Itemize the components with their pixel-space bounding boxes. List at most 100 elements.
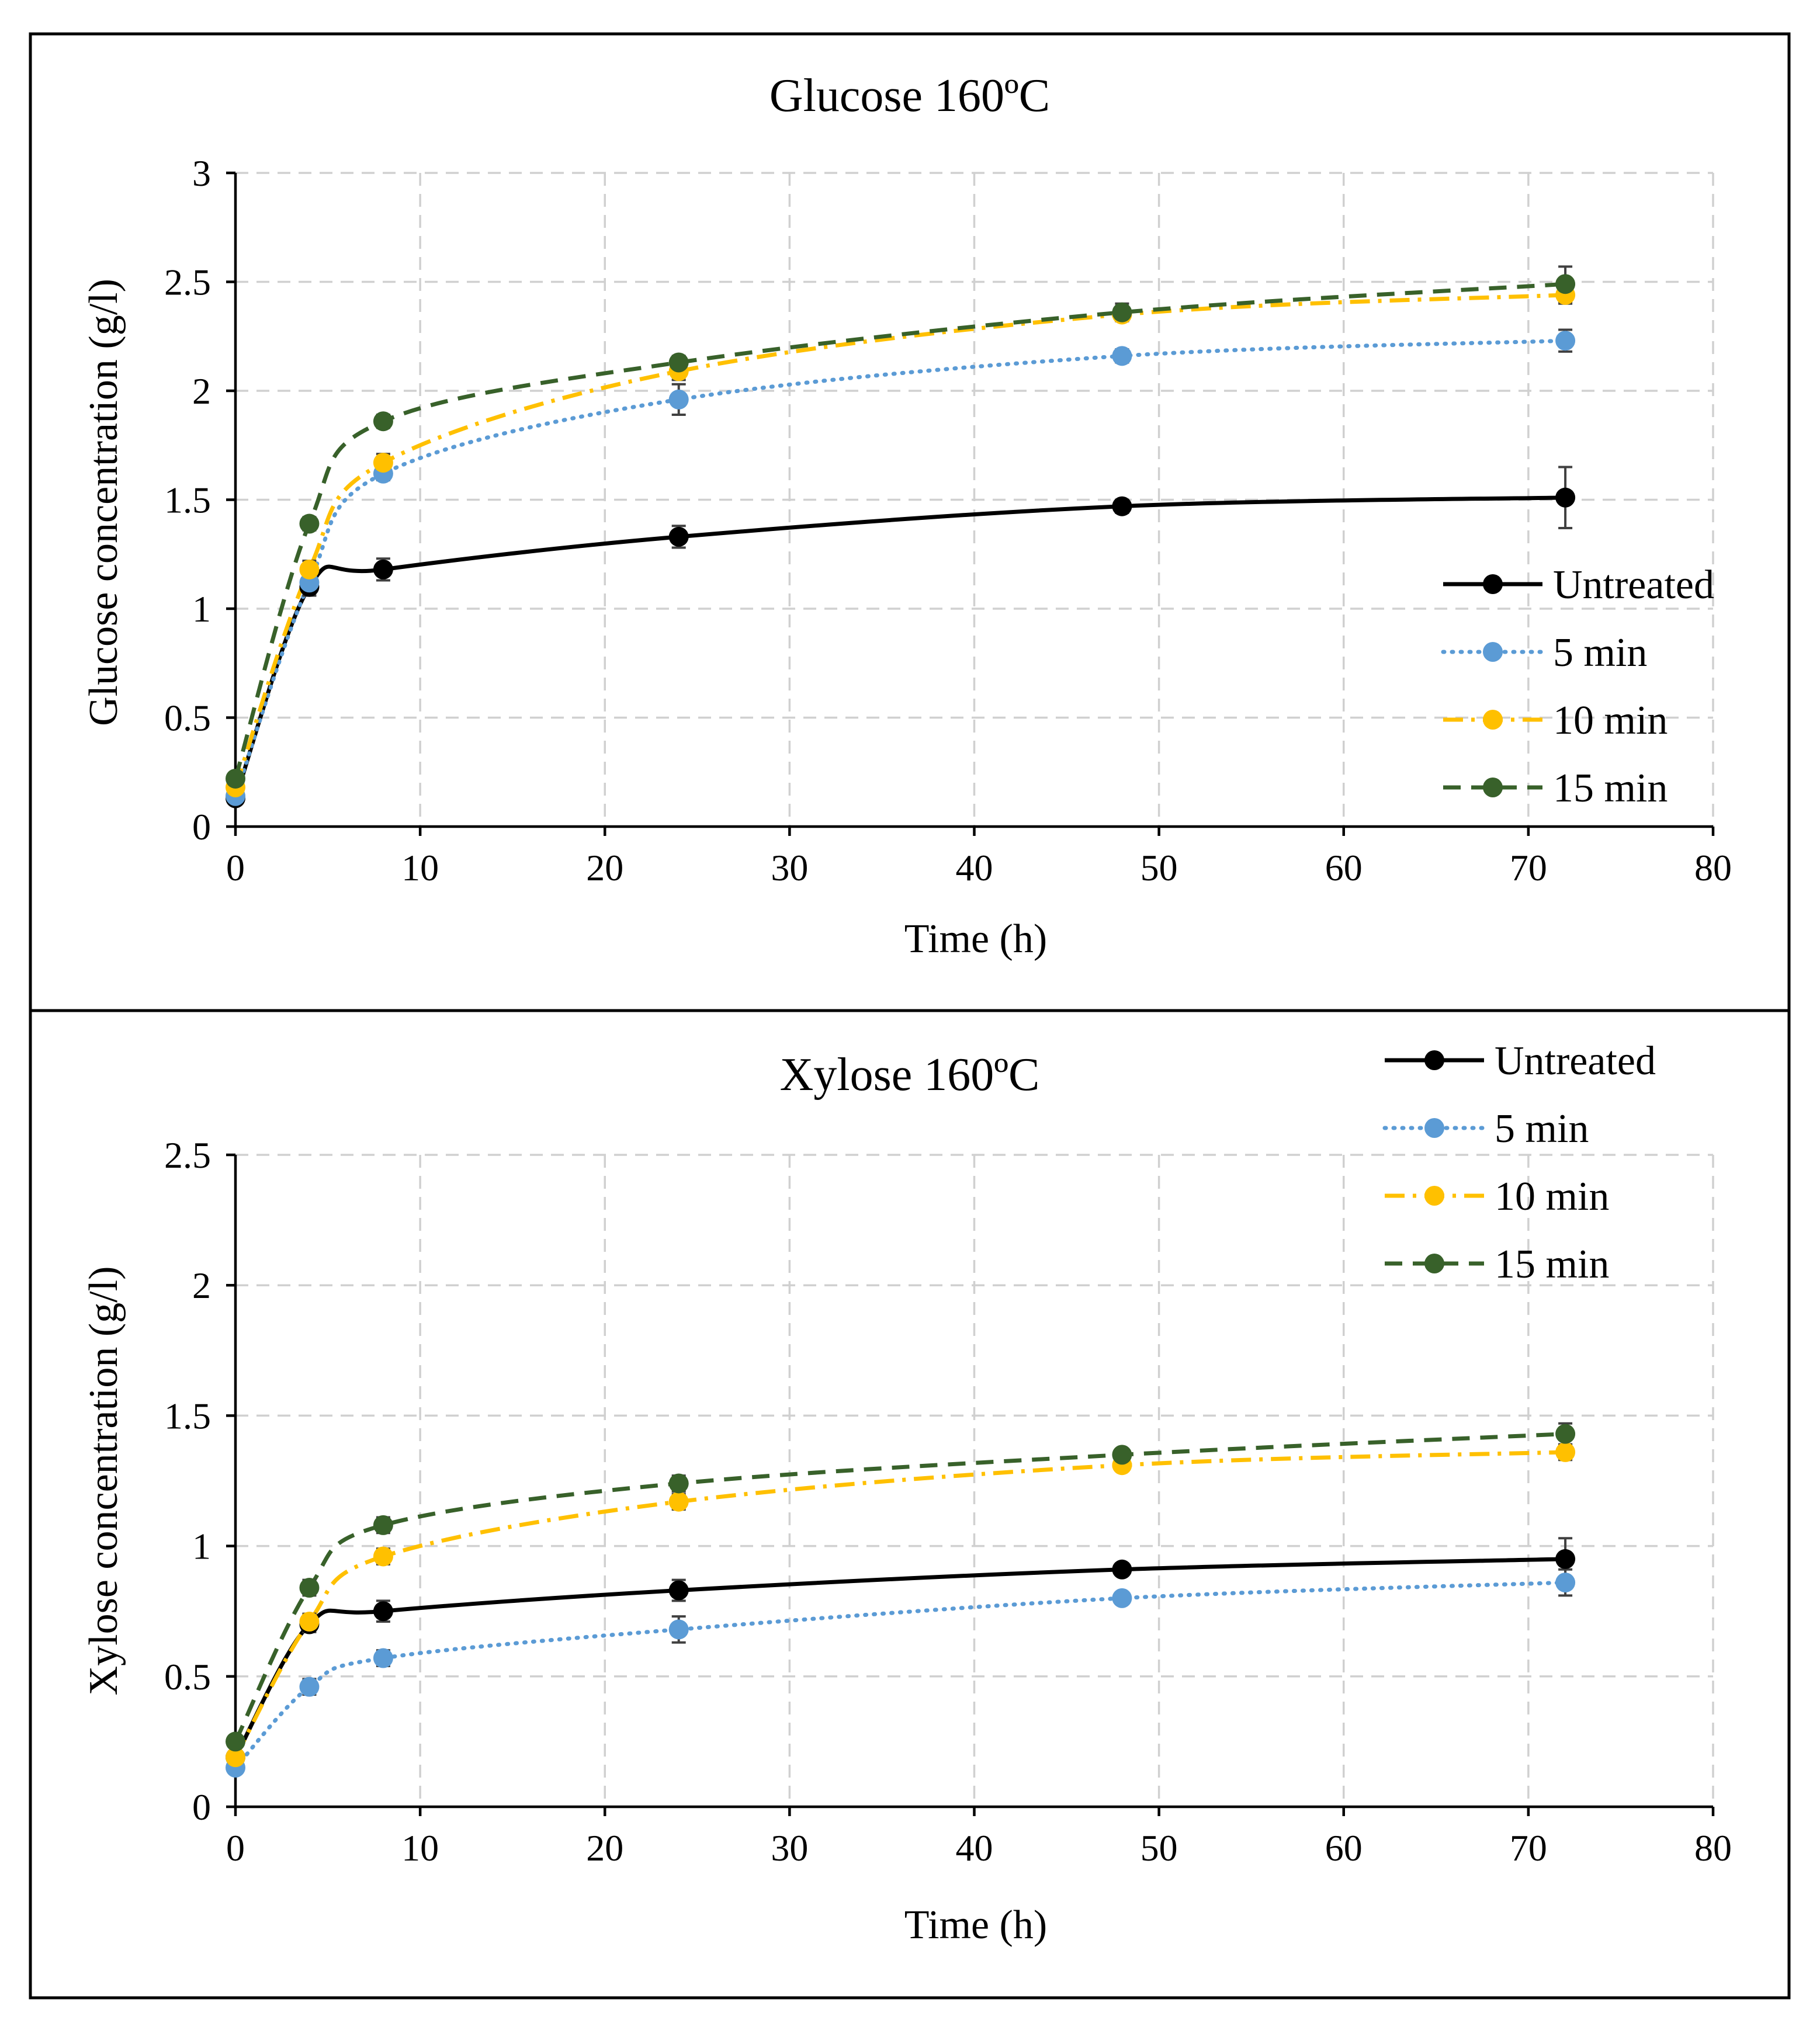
xylose-x-tick-label: 70: [1510, 1827, 1547, 1869]
glucose-data-point-untreated: [668, 526, 689, 547]
glucose-data-point-10-min: [299, 559, 320, 579]
glucose-x-axis-label: Time (h): [904, 917, 1047, 962]
glucose-x-tick-label: 70: [1510, 847, 1547, 888]
xylose-y-tick-label: 0.5: [164, 1656, 211, 1698]
glucose-data-point-15-min: [668, 352, 689, 373]
glucose-x-tick-label: 30: [771, 847, 808, 888]
xylose-x-tick-label: 80: [1694, 1827, 1732, 1869]
xylose-data-point-15-min: [1112, 1445, 1132, 1465]
glucose-panel: Glucose 160ºC 0 10 20 30 40 50 60 70 80 0 0.5 1 1.5 2…: [29, 32, 1791, 1012]
xylose-data-points: [226, 1424, 1576, 1778]
glucose-y-tick-label: 0: [192, 806, 211, 848]
glucose-legend-label-5-min: 5 min: [1553, 630, 1647, 675]
xylose-data-point-10-min: [299, 1612, 320, 1632]
glucose-tick-labels: 0 10 20 30 40 50 60 70 80 0 0.5 1 1.5 2 2.5 3: [164, 152, 1732, 888]
xylose-panel: Xylose 160ºC 0 10 20 30 40 50 60 70 80 0 0.5 1 1.5 2 2…: [29, 1009, 1791, 2000]
glucose-data-point-15-min: [1555, 274, 1576, 294]
xylose-data-point-untreated: [1555, 1549, 1576, 1569]
glucose-axes: [226, 171, 1715, 836]
glucose-data-point-15-min: [373, 411, 393, 432]
xylose-series-line-5-min: [233, 1580, 1568, 1770]
xylose-x-axis-label: Time (h): [904, 1903, 1047, 1948]
glucose-x-tick-label: 60: [1325, 847, 1363, 888]
xylose-data-point-5-min: [1555, 1573, 1576, 1593]
xylose-data-point-10-min: [373, 1546, 393, 1567]
glucose-data-points: [226, 274, 1576, 808]
glucose-y-tick-label: 1: [192, 588, 211, 630]
glucose-legend-marker-15-min: [1483, 778, 1503, 797]
xylose-data-point-15-min: [299, 1578, 320, 1598]
glucose-x-tick-label: 10: [401, 847, 439, 888]
glucose-legend-label-untreated: Untreated: [1553, 563, 1714, 608]
glucose-legend-label-10-min: 10 min: [1553, 698, 1668, 743]
xylose-legend-label-5-min: 5 min: [1495, 1106, 1589, 1151]
glucose-y-tick-label: 2: [192, 370, 211, 412]
xylose-data-point-15-min: [1555, 1424, 1576, 1444]
glucose-x-tick-label: 20: [586, 847, 623, 888]
xylose-data-point-untreated: [668, 1580, 689, 1601]
xylose-x-tick-label: 0: [226, 1827, 245, 1869]
xylose-grid: [235, 1154, 1714, 1807]
glucose-chart-title: Glucose 160ºC: [769, 70, 1050, 122]
glucose-data-point-untreated: [373, 559, 393, 579]
xylose-data-point-untreated: [1112, 1559, 1132, 1580]
glucose-y-tick-label: 3: [192, 152, 211, 194]
glucose-series-line-15-min: [233, 282, 1566, 779]
glucose-y-axis-label: Glucose concentration (g/l): [81, 279, 126, 726]
xylose-legend-marker-5-min: [1424, 1118, 1444, 1138]
glucose-y-tick-label: 0.5: [164, 697, 211, 739]
xylose-legend-label-15-min: 15 min: [1495, 1242, 1609, 1287]
glucose-x-tick-label: 40: [956, 847, 993, 888]
glucose-x-tick-label: 0: [226, 847, 245, 888]
xylose-panel-border: [29, 1009, 1791, 2000]
xylose-data-point-5-min: [299, 1677, 320, 1697]
glucose-data-point-5-min: [1112, 346, 1132, 366]
xylose-legend-label-10-min: 10 min: [1495, 1174, 1609, 1219]
xylose-x-tick-label: 40: [956, 1827, 993, 1869]
glucose-data-point-5-min: [668, 389, 689, 409]
xylose-axes: [226, 1153, 1715, 1816]
glucose-data-point-15-min: [1112, 302, 1132, 322]
glucose-y-tick-label: 2.5: [164, 262, 211, 303]
xylose-x-tick-label: 10: [401, 1827, 439, 1869]
glucose-data-point-10-min: [373, 453, 393, 473]
xylose-legend-marker-10-min: [1424, 1186, 1444, 1206]
xylose-data-point-10-min: [668, 1491, 689, 1512]
glucose-panel-border: [29, 32, 1791, 1012]
xylose-x-tick-label: 50: [1140, 1827, 1178, 1869]
glucose-data-point-15-min: [226, 768, 245, 789]
glucose-data-point-untreated: [1555, 487, 1576, 508]
xylose-y-axis-label: Xylose concentration (g/l): [81, 1266, 126, 1696]
xylose-data-point-15-min: [373, 1515, 393, 1535]
xylose-data-point-untreated: [373, 1601, 393, 1622]
glucose-data-point-untreated: [1112, 496, 1132, 516]
glucose-legend: Untreated 5 min 10 min 15 min: [1441, 563, 1714, 811]
xylose-x-tick-label: 60: [1325, 1827, 1363, 1869]
xylose-data-point-15-min: [226, 1731, 245, 1752]
xylose-y-tick-label: 0: [192, 1786, 211, 1828]
xylose-legend-marker-15-min: [1424, 1254, 1444, 1273]
glucose-legend-marker-untreated: [1483, 574, 1503, 594]
xylose-y-tick-label: 2: [192, 1265, 211, 1306]
glucose-legend-label-15-min: 15 min: [1553, 766, 1668, 811]
xylose-x-tick-label: 20: [586, 1827, 623, 1869]
xylose-legend-label-untreated: Untreated: [1495, 1039, 1656, 1084]
xylose-y-tick-label: 1.5: [164, 1395, 211, 1436]
glucose-x-tick-label: 80: [1694, 847, 1732, 888]
glucose-legend-marker-5-min: [1483, 642, 1503, 662]
glucose-data-point-5-min: [1555, 331, 1576, 351]
glucose-legend-marker-10-min: [1483, 710, 1503, 730]
xylose-data-point-10-min: [226, 1747, 245, 1768]
xylose-y-tick-label: 1: [192, 1526, 211, 1567]
xylose-data-point-5-min: [373, 1648, 393, 1668]
xylose-chart-title: Xylose 160ºC: [780, 1049, 1040, 1101]
xylose-data-point-15-min: [668, 1473, 689, 1494]
xylose-tick-labels: 0 10 20 30 40 50 60 70 80 0 0.5 1 1.5 2 2.5: [164, 1134, 1732, 1869]
xylose-data-point-5-min: [668, 1619, 689, 1640]
glucose-y-tick-label: 1.5: [164, 480, 211, 521]
xylose-x-tick-label: 30: [771, 1827, 808, 1869]
xylose-legend-marker-untreated: [1424, 1050, 1444, 1070]
xylose-data-point-5-min: [1112, 1588, 1132, 1608]
glucose-x-tick-label: 50: [1140, 847, 1178, 888]
